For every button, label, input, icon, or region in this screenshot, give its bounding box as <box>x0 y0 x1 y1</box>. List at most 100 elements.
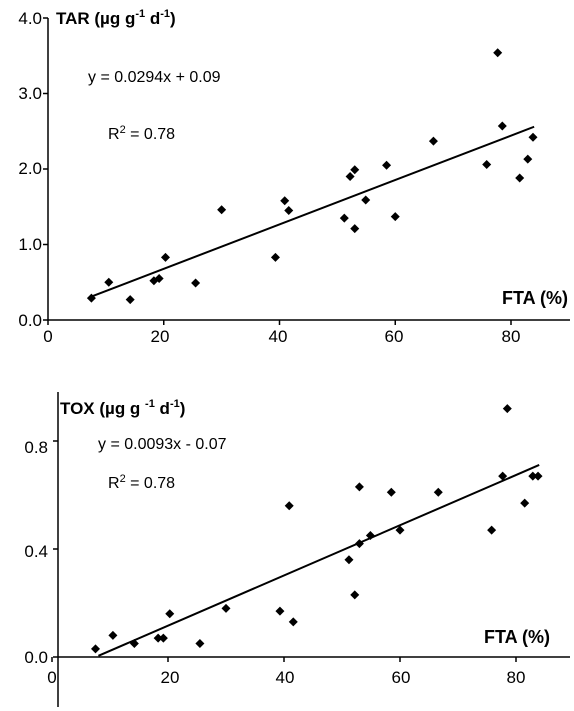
tox-y-tick-label-1: 0.4 <box>24 542 48 561</box>
tox-data-point-21 <box>502 404 512 414</box>
tar-regression-equation: y = 0.0294x + 0.09 <box>88 69 221 86</box>
tox-title-sup-1: -1 <box>145 398 155 410</box>
tar-title-sup-2: -1 <box>160 8 170 20</box>
tox-data-point-5 <box>165 609 175 619</box>
tar-title-end: ) <box>170 9 176 28</box>
tar-data-point-13 <box>350 165 360 175</box>
tar-data-point-4 <box>154 273 164 283</box>
tar-data-point-23 <box>523 154 533 164</box>
tox-data-point-18 <box>433 487 443 497</box>
tar-y-tick-label-2: 2.0 <box>18 159 42 178</box>
tar-data-point-15 <box>361 195 371 205</box>
tox-x-tick-label-1: 20 <box>161 668 180 687</box>
tar-chart: 0.0 1.0 2.0 3.0 4.0 0 20 40 60 80 TAR (µ… <box>18 8 570 346</box>
tox-data-point-22 <box>520 498 530 508</box>
tox-data-point-11 <box>344 555 354 565</box>
tar-x-tick-label-2: 40 <box>269 327 288 346</box>
tox-data-point-24 <box>533 471 543 481</box>
tox-data-point-23 <box>528 471 538 481</box>
tox-data-point-15 <box>365 531 375 540</box>
tox-y-tick-label-2: 0.8 <box>24 438 48 457</box>
tar-regression-line <box>91 125 535 298</box>
tox-data-point-4 <box>158 633 168 643</box>
tar-title-sup-1: -1 <box>135 8 145 20</box>
tar-title-main: TAR (µg g <box>56 9 135 28</box>
tox-regression-line <box>98 464 540 657</box>
tox-x-tick-label-3: 60 <box>392 668 411 687</box>
tox-chart: 0.0 0.4 0.8 0 20 40 60 80 TOX (µg g -1 d… <box>24 392 570 707</box>
tox-x-tick-marks <box>51 657 517 662</box>
tar-y-tick-label-1: 1.0 <box>18 235 42 254</box>
tar-data-point-10 <box>284 206 294 216</box>
tox-regression-equation: y = 0.0093x - 0.07 <box>98 436 227 453</box>
tar-y-tick-label-3: 3.0 <box>18 84 42 103</box>
tar-data-point-9 <box>280 196 290 206</box>
tox-data-point-20 <box>498 471 508 481</box>
tox-data-point-0 <box>91 644 100 654</box>
tox-y-tick-label-0: 0.0 <box>24 648 48 667</box>
tox-y-tick-marks <box>53 440 58 658</box>
tar-data-point-6 <box>191 278 201 288</box>
tar-data-point-8 <box>270 252 280 262</box>
tox-data-point-12 <box>350 590 360 600</box>
tox-data-point-3 <box>153 633 163 643</box>
tox-x-tick-label-0: 0 <box>47 668 56 687</box>
tar-r2-value: = 0.78 <box>126 126 175 143</box>
tox-data-point-17 <box>395 525 405 535</box>
tar-data-point-12 <box>345 172 355 182</box>
tar-y-tick-marks <box>43 17 48 321</box>
tar-x-tick-label-0: 0 <box>43 327 52 346</box>
tox-r2-label: R <box>108 475 120 492</box>
tar-data-point-18 <box>428 136 438 146</box>
tox-title-main: TOX (µg g <box>60 399 145 418</box>
tar-data-point-17 <box>390 212 400 222</box>
tar-data-point-21 <box>497 121 507 131</box>
tar-r2-sup: 2 <box>120 124 126 136</box>
tox-data-point-6 <box>195 639 205 648</box>
tar-data-point-0 <box>86 293 96 303</box>
tar-data-point-16 <box>382 160 392 170</box>
tar-data-points <box>86 48 538 305</box>
tox-title-end: ) <box>180 399 186 418</box>
tar-data-point-11 <box>339 213 349 223</box>
tox-chart-title: TOX (µg g -1 d-1) <box>60 398 185 418</box>
tox-data-point-1 <box>108 630 118 640</box>
tox-data-point-9 <box>284 501 294 511</box>
tar-y-tick-label-4: 4.0 <box>18 9 42 28</box>
tar-data-point-5 <box>160 252 170 262</box>
tox-data-point-13 <box>354 482 364 492</box>
tox-data-point-7 <box>221 603 231 613</box>
tar-data-point-7 <box>217 205 227 215</box>
tar-y-tick-label-0: 0.0 <box>18 311 42 330</box>
tox-data-points <box>91 404 543 654</box>
tar-data-point-20 <box>493 48 503 58</box>
tox-data-point-19 <box>487 525 497 535</box>
tox-data-point-2 <box>129 639 139 648</box>
tox-title-mid: d <box>155 399 170 418</box>
tox-r2-value: = 0.78 <box>126 475 175 492</box>
tox-r2-sup: 2 <box>120 473 126 485</box>
tox-data-point-16 <box>386 487 396 497</box>
tox-data-point-10 <box>288 617 298 627</box>
tar-data-point-22 <box>515 173 525 183</box>
tar-x-tick-marks <box>47 320 512 325</box>
tox-data-point-8 <box>275 606 285 616</box>
tar-title-mid: d <box>145 9 160 28</box>
tar-data-point-14 <box>350 224 360 234</box>
tox-x-tick-label-4: 80 <box>507 668 526 687</box>
tar-data-point-2 <box>125 295 135 305</box>
tar-chart-title: TAR (µg g-1 d-1) <box>56 8 176 28</box>
tox-r-squared: R2 = 0.78 <box>108 473 175 492</box>
tox-x-axis-label: FTA (%) <box>484 627 550 647</box>
tar-data-point-19 <box>482 159 492 169</box>
tar-x-tick-label-3: 60 <box>385 327 404 346</box>
tox-title-sup-2: -1 <box>170 398 180 410</box>
tar-data-point-24 <box>528 132 538 142</box>
tar-data-point-1 <box>104 277 114 287</box>
tar-x-axis-label: FTA (%) <box>502 288 568 308</box>
tox-data-point-14 <box>354 539 364 549</box>
tar-x-tick-label-4: 80 <box>502 327 521 346</box>
tox-x-tick-label-2: 40 <box>276 668 295 687</box>
tar-x-tick-label-1: 20 <box>151 327 170 346</box>
